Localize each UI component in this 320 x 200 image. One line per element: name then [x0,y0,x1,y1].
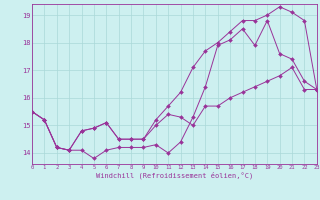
X-axis label: Windchill (Refroidissement éolien,°C): Windchill (Refroidissement éolien,°C) [96,172,253,179]
